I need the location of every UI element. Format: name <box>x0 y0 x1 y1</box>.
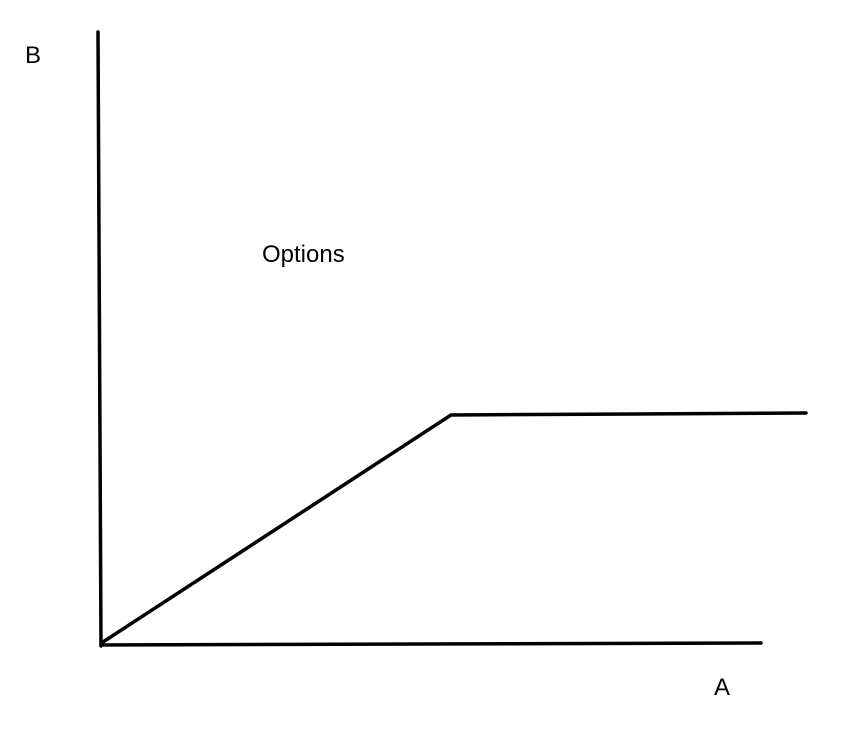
frontier-line <box>101 411 808 644</box>
x-axis-label: A <box>714 674 731 701</box>
options-region-label: Options <box>262 241 345 268</box>
y-axis-label: B <box>25 42 42 69</box>
x-axis-line <box>99 641 763 647</box>
y-axis-line <box>96 30 103 648</box>
